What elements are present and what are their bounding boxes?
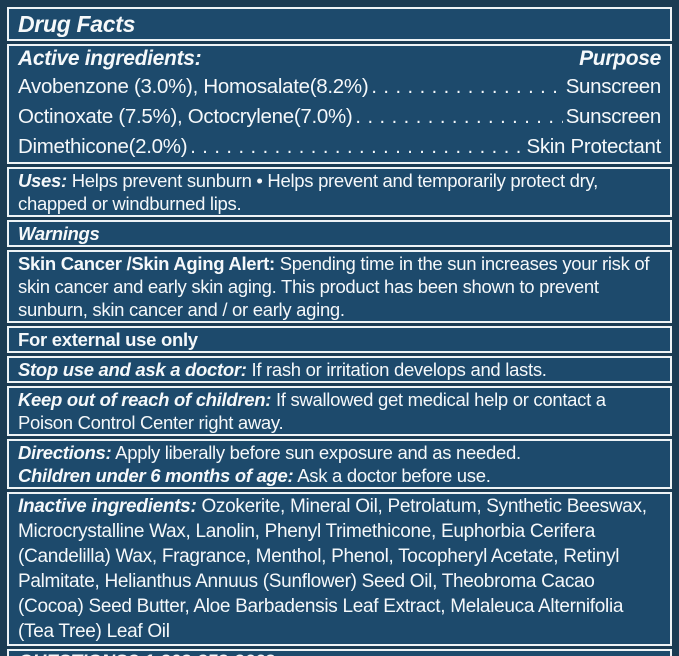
ingredient-purpose: Skin Protectant	[526, 135, 661, 158]
warnings-section: Warnings	[7, 220, 672, 247]
stop-use-text: If rash or irritation develops and lasts…	[251, 359, 547, 380]
skin-cancer-alert-text: Spending time in the sun increases your …	[18, 253, 650, 320]
keep-out-section: Keep out of reach of children: If swallo…	[7, 386, 672, 436]
external-use-text: For external use only	[18, 329, 198, 350]
questions-phone: QUESTIONS? 1-203-858-2663	[18, 651, 661, 656]
dot-leader: ........................................…	[190, 136, 523, 158]
inactive-ingredients-text: Ozokerite, Mineral Oil, Petrolatum, Synt…	[18, 496, 647, 642]
stop-use-section: Stop use and ask a doctor: If rash or ir…	[7, 356, 672, 383]
uses-paragraph: Uses: Helps prevent sunburn • Helps prev…	[18, 169, 661, 215]
active-ingredients-section: Active ingredients: Purpose Avobenzone (…	[7, 44, 672, 164]
keep-out-text: If swallowed get medical help or contact…	[18, 389, 606, 433]
ingredient-purpose: Sunscreen	[565, 75, 662, 98]
dot-leader: ........................................…	[371, 76, 563, 98]
ingredient-name: Avobenzone (3.0%), Homosalate(8.2%)	[18, 75, 369, 98]
ingredient-name: Dimethicone(2.0%)	[18, 135, 188, 158]
inactive-ingredients-section: Inactive ingredients: Ozokerite, Mineral…	[7, 492, 672, 646]
skin-cancer-alert-paragraph: Skin Cancer /Skin Aging Alert: Spending …	[18, 252, 661, 321]
directions-text: Apply liberally before sun exposure and …	[115, 442, 521, 463]
dot-leader: ........................................…	[355, 106, 562, 128]
drug-facts-title: Drug Facts	[18, 11, 136, 37]
directions-label: Directions:	[18, 442, 112, 463]
inactive-ingredients-paragraph: Inactive ingredients: Ozokerite, Mineral…	[18, 494, 661, 644]
skin-cancer-alert-label: Skin Cancer /Skin Aging Alert:	[18, 253, 275, 274]
ingredient-purpose: Sunscreen	[565, 105, 662, 128]
children-paragraph: Children under 6 months of age: Ask a do…	[18, 464, 661, 487]
active-ingredient-row: Octinoxate (7.5%), Octocrylene(7.0%) ...…	[18, 102, 661, 132]
drug-facts-title-section: Drug Facts	[7, 7, 672, 41]
keep-out-paragraph: Keep out of reach of children: If swallo…	[18, 388, 661, 434]
active-ingredients-header: Active ingredients: Purpose	[18, 46, 661, 72]
external-use-section: For external use only	[7, 326, 672, 353]
stop-use-paragraph: Stop use and ask a doctor: If rash or ir…	[18, 358, 661, 381]
warnings-heading: Warnings	[18, 223, 100, 244]
skin-cancer-alert-section: Skin Cancer /Skin Aging Alert: Spending …	[7, 250, 672, 323]
stop-use-label: Stop use and ask a doctor:	[18, 359, 247, 380]
uses-section: Uses: Helps prevent sunburn • Helps prev…	[7, 167, 672, 217]
keep-out-label: Keep out of reach of children:	[18, 389, 272, 410]
ingredient-name: Octinoxate (7.5%), Octocrylene(7.0%)	[18, 105, 353, 128]
children-label: Children under 6 months of age:	[18, 465, 294, 486]
questions-section: QUESTIONS? 1-203-858-2663	[7, 649, 672, 656]
active-ingredient-row: Dimethicone(2.0%) ......................…	[18, 132, 661, 162]
uses-label: Uses:	[18, 170, 67, 191]
children-text: Ask a doctor before use.	[297, 465, 491, 486]
directions-section: Directions: Apply liberally before sun e…	[7, 439, 672, 489]
purpose-heading: Purpose	[579, 47, 661, 70]
inactive-ingredients-label: Inactive ingredients:	[18, 496, 197, 517]
label-sections: Drug Facts Active ingredients: Purpose A…	[7, 7, 672, 656]
directions-paragraph: Directions: Apply liberally before sun e…	[18, 441, 661, 464]
active-ingredients-heading: Active ingredients:	[18, 47, 202, 70]
uses-text: Helps prevent sunburn • Helps prevent an…	[18, 170, 598, 214]
active-ingredient-row: Avobenzone (3.0%), Homosalate(8.2%) ....…	[18, 72, 661, 102]
